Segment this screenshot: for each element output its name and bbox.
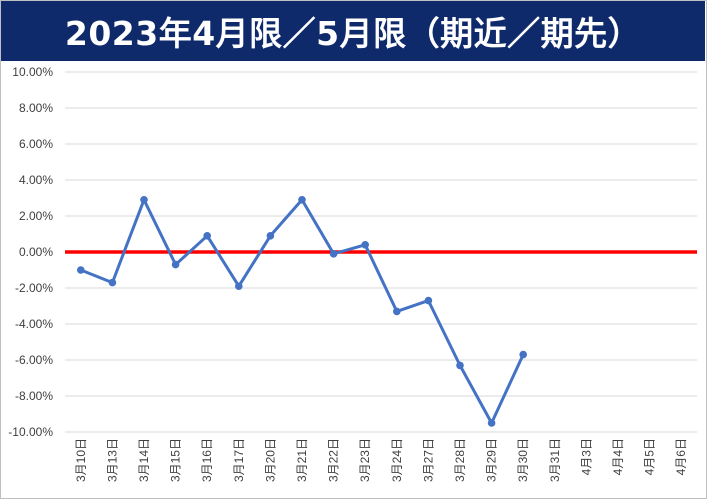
y-tick-label: 10.00% <box>12 65 53 79</box>
y-axis-tick-labels: 10.00% 8.00% 6.00% 4.00% 2.00% 0.00% -2.00% -4.… <box>8 65 53 439</box>
data-point <box>298 196 306 204</box>
x-tick-label: 3月29日 <box>485 438 499 482</box>
data-point <box>424 296 433 305</box>
data-point <box>456 361 464 370</box>
data-point <box>329 250 338 258</box>
x-tick-label: 3月30日 <box>516 438 530 482</box>
chart-title: 2023年4月限／5月限（期近／期先） <box>64 14 642 53</box>
x-tick-label: 3月31日 <box>548 438 562 482</box>
x-tick-label: 3月22日 <box>327 438 341 482</box>
data-point <box>361 241 370 249</box>
y-tick-label: 8.00% <box>19 101 53 115</box>
title-banner: 2023年4月限／5月限（期近／期先） <box>1 1 705 61</box>
y-tick-label: -10.00% <box>8 425 53 439</box>
x-tick-label: 3月20日 <box>263 438 277 482</box>
x-tick-label: 3月13日 <box>105 438 119 482</box>
gridlines <box>65 71 697 433</box>
x-tick-label: 3月16日 <box>200 438 214 482</box>
x-tick-label: 3月17日 <box>232 438 246 482</box>
x-tick-label: 3月14日 <box>137 438 151 482</box>
data-point <box>487 419 496 427</box>
x-tick-label: 3月15日 <box>169 438 183 482</box>
x-tick-label: 4月5日 <box>643 438 657 475</box>
x-tick-label: 3月27日 <box>421 438 435 482</box>
x-axis-tick-labels: 3月10日 3月13日 3月14日 3月15日 3月16日 3月17日 3月20日 3月21日… <box>74 438 688 482</box>
y-tick-label: 0.00% <box>19 245 53 259</box>
x-tick-label: 3月10日 <box>74 438 88 482</box>
x-tick-label: 3月21日 <box>295 438 309 482</box>
y-tick-label: -2.00% <box>15 281 53 295</box>
x-tick-label: 4月4日 <box>611 438 625 475</box>
data-point <box>235 282 243 291</box>
data-point <box>140 196 148 204</box>
series-layer <box>77 196 527 427</box>
data-point <box>266 232 275 240</box>
x-tick-label: 3月23日 <box>358 438 372 482</box>
x-tick-label: 4月6日 <box>674 438 688 475</box>
y-tick-label: 4.00% <box>19 173 53 187</box>
y-tick-label: -6.00% <box>15 353 53 367</box>
y-tick-label: -8.00% <box>15 389 53 403</box>
y-tick-label: 2.00% <box>19 209 53 223</box>
data-point <box>108 278 117 287</box>
data-point <box>519 350 527 359</box>
data-point <box>171 260 180 269</box>
y-tick-label: 6.00% <box>19 137 53 151</box>
x-tick-label: 3月24日 <box>390 438 404 482</box>
x-tick-label: 3月28日 <box>453 438 467 482</box>
x-tick-label: 4月3日 <box>579 438 593 475</box>
series-line <box>80 198 525 425</box>
y-tick-label: -4.00% <box>15 317 53 331</box>
data-point <box>77 266 85 274</box>
data-point <box>203 232 211 240</box>
data-point <box>393 307 401 316</box>
